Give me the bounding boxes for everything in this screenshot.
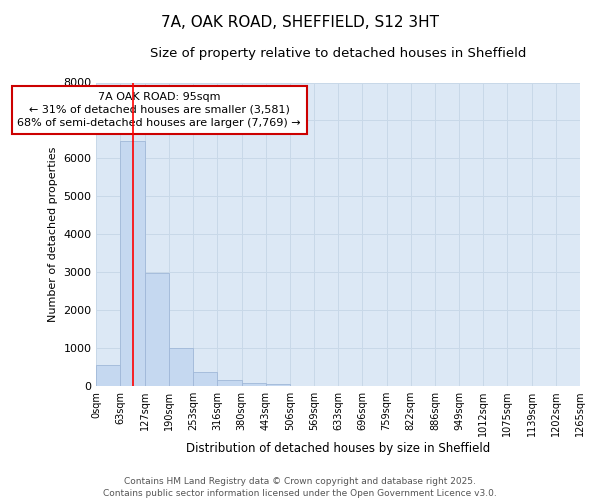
Text: Contains HM Land Registry data © Crown copyright and database right 2025.
Contai: Contains HM Land Registry data © Crown c… [103,476,497,498]
Bar [97,365,121,386]
Y-axis label: Number of detached properties: Number of detached properties [48,146,58,322]
Bar [266,384,290,386]
Bar [145,274,169,386]
Text: 7A, OAK ROAD, SHEFFIELD, S12 3HT: 7A, OAK ROAD, SHEFFIELD, S12 3HT [161,15,439,30]
Bar [121,142,145,386]
Bar [193,372,217,386]
Title: Size of property relative to detached houses in Sheffield: Size of property relative to detached ho… [150,48,526,60]
Text: 7A OAK ROAD: 95sqm
← 31% of detached houses are smaller (3,581)
68% of semi-deta: 7A OAK ROAD: 95sqm ← 31% of detached hou… [17,92,301,128]
Bar [169,348,193,386]
Bar [217,380,242,386]
Bar [242,383,266,386]
X-axis label: Distribution of detached houses by size in Sheffield: Distribution of detached houses by size … [186,442,490,455]
